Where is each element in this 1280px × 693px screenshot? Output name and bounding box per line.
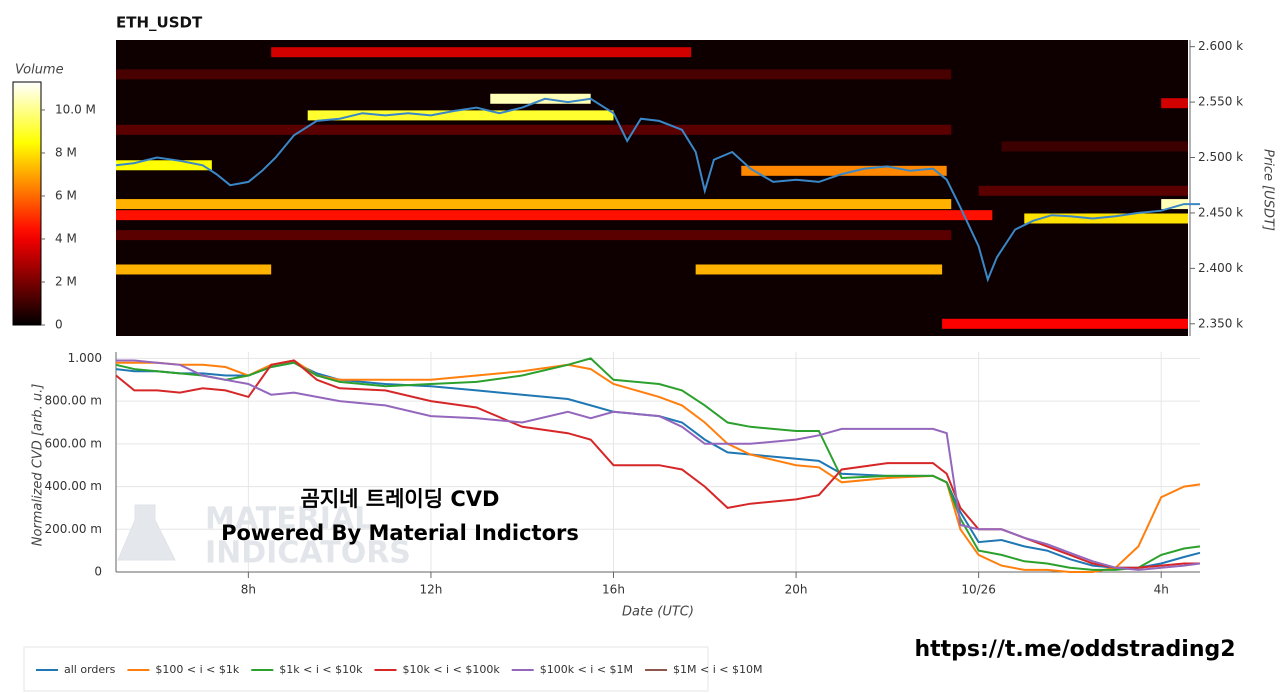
legend-entry: $1M < i < $10M	[645, 663, 762, 676]
x-tick-label: 4h	[1154, 583, 1169, 597]
legend-entry: $10k < i < $100k	[374, 663, 500, 676]
y-tick-label: 2.350 k	[1198, 316, 1243, 330]
y-tick-label: 600.00 m	[45, 436, 103, 450]
colorbar-tick-label: 8 M	[55, 145, 77, 159]
annotation: 곰지네 트레이딩 CVD	[301, 487, 500, 511]
heatmap-cell	[978, 185, 1188, 196]
colorbar	[12, 81, 42, 326]
colorbar-tick-label: 6 M	[55, 188, 77, 202]
series-line	[116, 359, 1201, 571]
y-tick-label: 2.550 k	[1198, 95, 1243, 109]
y-axis-label: Normalized CVD [arb. u.]	[31, 384, 46, 547]
x-tick-label: 8h	[241, 583, 256, 597]
heatmap-cell	[116, 230, 952, 241]
price-line	[115, 97, 1200, 283]
colorbar-tick-label: 4 M	[55, 231, 77, 245]
heatmap-cell	[116, 160, 212, 171]
watermark-flask	[117, 504, 176, 561]
y-tick-label: 2.600 k	[1198, 39, 1243, 53]
x-axis-label: Date (UTC)	[622, 605, 694, 620]
heatmap-cell	[307, 110, 614, 121]
watermark-text: INDICATORS	[205, 536, 411, 571]
legend-label: all orders	[64, 663, 116, 676]
legend-entry: $1k < i < $10k	[251, 663, 363, 676]
series-line	[115, 357, 1201, 571]
heatmap-cell	[741, 165, 947, 176]
heatmap-cell	[116, 199, 952, 210]
link-text: https://t.me/oddstrading2	[914, 637, 1235, 662]
y-tick-label: 2.400 k	[1198, 261, 1243, 275]
heatmap-cell	[1024, 213, 1188, 224]
y-tick-label: 2.450 k	[1198, 205, 1243, 219]
y-tick-label: 400.00 m	[45, 479, 103, 493]
y-tick-label: 1.000	[68, 351, 102, 365]
legend-entry: $100k < i < $1M	[511, 663, 633, 676]
legend-label: $1M < i < $10M	[673, 663, 762, 676]
legend-entry: all orders	[36, 663, 116, 676]
colorbar-tick-label: 2 M	[55, 274, 77, 288]
heatmap-cell	[116, 210, 993, 221]
heatmap-cell	[1161, 98, 1188, 109]
legend-label: $1k < i < $10k	[279, 663, 363, 676]
y-tick-label: 200.00 m	[45, 522, 103, 536]
heatmap-cell	[116, 124, 952, 135]
series-line	[115, 359, 1200, 569]
legend-label: $100 < i < $1k	[155, 663, 239, 676]
heatmap-cell	[116, 69, 952, 80]
colorbar-tick-label: 0	[55, 318, 63, 332]
heatmap-cell	[271, 47, 692, 58]
series-line	[116, 359, 1201, 573]
heatmap-cell	[1161, 199, 1188, 210]
y-axis-label: Price [USDT]	[1261, 149, 1276, 231]
legend-entry: $100 < i < $1k	[127, 663, 240, 676]
y-tick-label: 0	[94, 565, 102, 579]
y-tick-label: 800.00 m	[45, 394, 103, 408]
chart-title: ETH_USDT	[116, 14, 203, 32]
x-tick-label: 16h	[602, 583, 625, 597]
colorbar-label: Volume	[15, 63, 64, 78]
heatmap-cell	[695, 264, 943, 275]
heatmap-cell	[1001, 141, 1188, 152]
colorbar-tick-label: 10.0 M	[55, 102, 96, 116]
x-tick-label: 10/26	[961, 583, 996, 597]
legend-label: $10k < i < $100k	[402, 663, 500, 676]
x-tick-label: 20h	[785, 583, 808, 597]
legend-label: $100k < i < $1M	[540, 663, 633, 676]
y-tick-label: 2.500 k	[1198, 150, 1243, 164]
annotation: Powered By Material Indictors	[221, 521, 579, 545]
heatmap-cell	[116, 264, 272, 275]
watermark-text: MATERIAL	[205, 502, 373, 537]
heatmap-cell	[490, 93, 591, 104]
heatmap-cell	[942, 318, 1188, 329]
x-tick-label: 12h	[419, 583, 442, 597]
